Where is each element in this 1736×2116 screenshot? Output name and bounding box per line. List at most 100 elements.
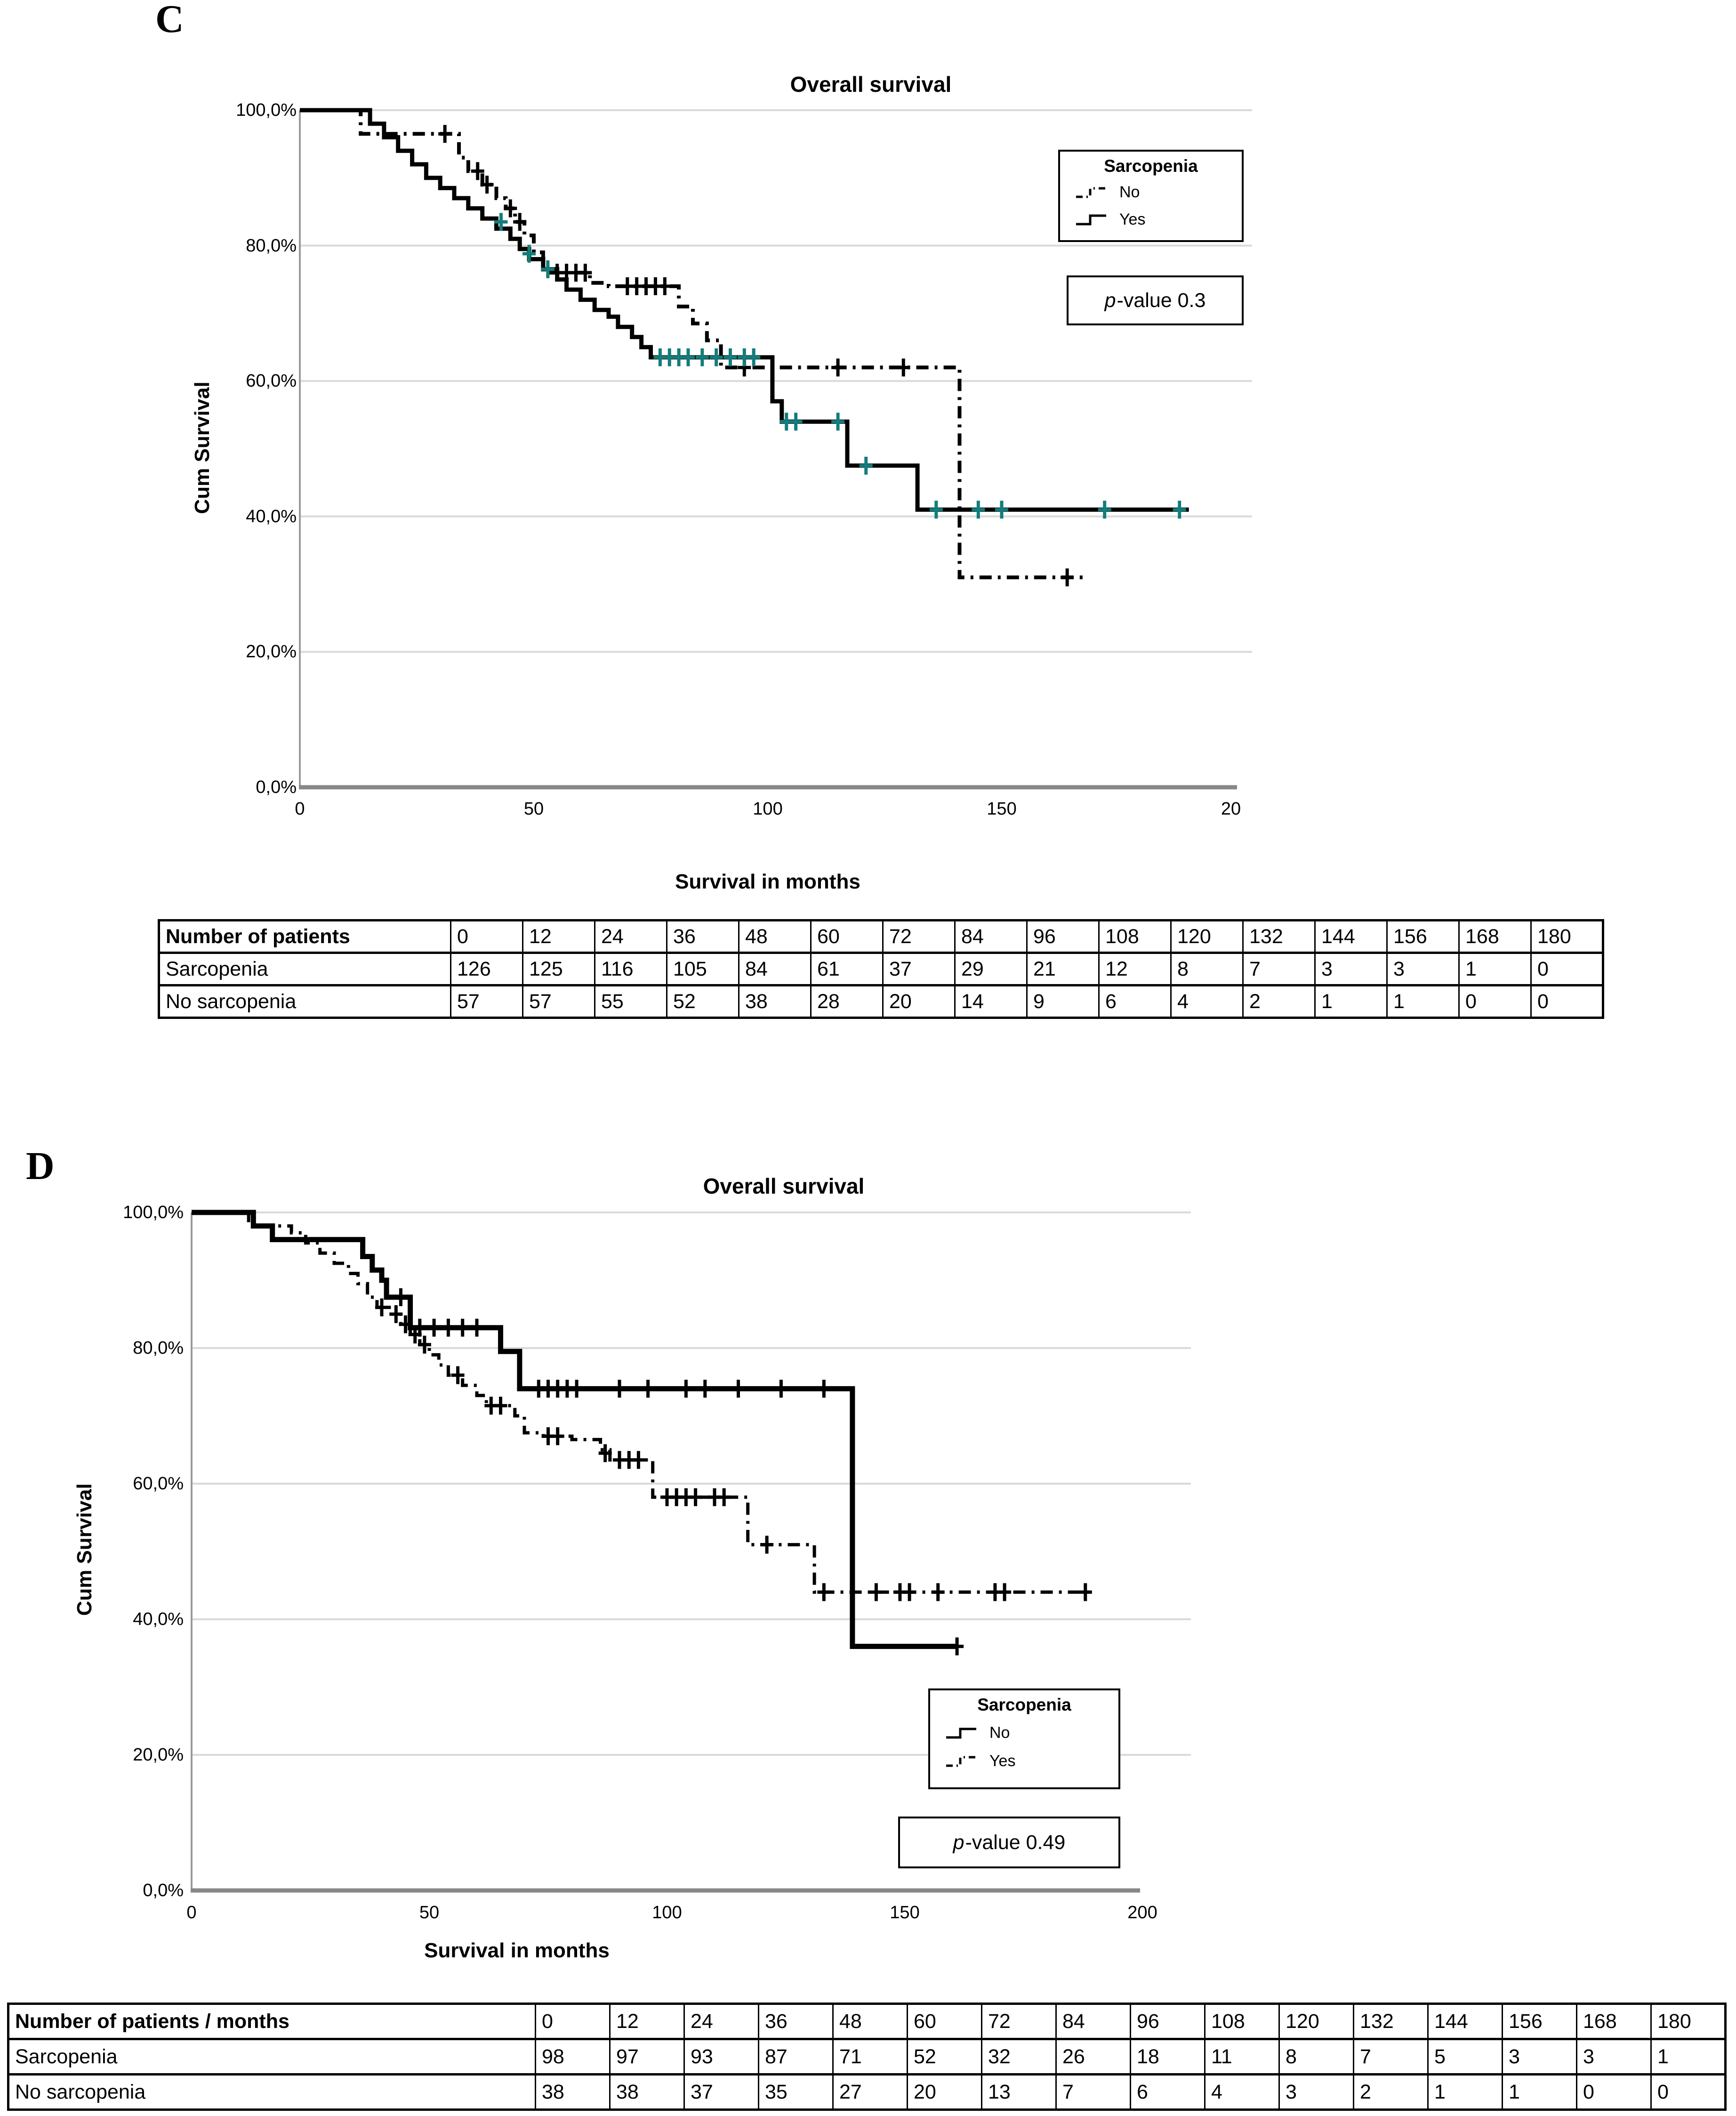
risk-table-month: 132 xyxy=(1353,2003,1429,2040)
y-axis-label-c: Cum Survival xyxy=(191,381,214,514)
x-axis-label-c: Survival in months xyxy=(675,870,860,893)
risk-table-header-label: Number of patients / months xyxy=(8,2003,536,2040)
legend-line-sample-yes-icon xyxy=(1076,214,1106,226)
legend-title-d: Sarcopenia xyxy=(977,1695,1071,1714)
risk-table-month: 12 xyxy=(609,2003,685,2040)
censor-mark xyxy=(658,277,672,295)
risk-table-header-row: Number of patients / months 0 12 24 36 48 60 72… xyxy=(8,2003,1726,2040)
risk-table-value: 6 xyxy=(1098,984,1172,1019)
risk-table-month: 120 xyxy=(1170,919,1244,954)
risk-table-value: 3 xyxy=(1386,952,1460,986)
risk-table-value: 8 xyxy=(1170,952,1244,986)
censor-mark xyxy=(760,1535,774,1554)
risk-table-value: 38 xyxy=(738,984,812,1019)
risk-table-month: 48 xyxy=(832,2003,908,2040)
risk-table-month: 96 xyxy=(1130,2003,1206,2040)
risk-table-value: 38 xyxy=(535,2073,611,2111)
risk-table-header-row: Number of patients 0 12 24 36 48 60 72 84 96 108 12… xyxy=(158,919,1604,954)
y-tick-label: 0,0% xyxy=(143,1881,184,1900)
censor-mark xyxy=(579,264,592,282)
risk-table-value: 52 xyxy=(666,984,739,1019)
x-axis-label-d: Survival in months xyxy=(424,1939,610,1962)
y-tick-label: 20,0% xyxy=(246,642,297,662)
legend-item-no-c: No xyxy=(1060,182,1242,202)
censor-mark xyxy=(731,1380,745,1398)
risk-table-value: 13 xyxy=(981,2073,1057,2111)
censor-mark xyxy=(418,1335,431,1354)
risk-table-value: 28 xyxy=(810,984,884,1019)
censor-mark xyxy=(494,1397,507,1415)
x-tick-label: 50 xyxy=(419,1903,440,1922)
risk-table-value: 32 xyxy=(981,2038,1057,2076)
risk-table-value: 1 xyxy=(1502,2073,1577,2111)
y-tick-label: 0,0% xyxy=(256,777,297,797)
km-chart-c xyxy=(299,108,1252,790)
legend-item-yes-d: Yes xyxy=(930,1751,1118,1771)
risk-table-row-label: Sarcopenia xyxy=(8,2038,536,2076)
censor-mark xyxy=(1078,1583,1092,1601)
y-tick-label: 100,0% xyxy=(236,100,297,120)
censor-mark xyxy=(972,501,985,519)
risk-table-value: 57 xyxy=(522,984,595,1019)
risk-table-month: 60 xyxy=(907,2003,982,2040)
x-tick-label: 20 xyxy=(1221,799,1241,819)
x-tick-label: 100 xyxy=(753,799,783,819)
y-tick-label: 60,0% xyxy=(133,1474,184,1494)
risk-table-month: 72 xyxy=(882,919,956,954)
legend-item-label: Yes xyxy=(1119,210,1146,228)
survival-curve-yes xyxy=(300,108,1189,512)
risk-table-value: 1 xyxy=(1427,2073,1503,2111)
censor-mark xyxy=(375,1298,388,1316)
risk-table-month: 108 xyxy=(1098,919,1172,954)
risk-table-value: 126 xyxy=(450,952,523,986)
y-tick-label: 60,0% xyxy=(246,371,297,391)
risk-table-month: 156 xyxy=(1502,2003,1577,2040)
risk-table-value: 97 xyxy=(609,2038,685,2076)
risk-table-value: 1 xyxy=(1458,952,1532,986)
risk-table-value: 7 xyxy=(1242,952,1316,986)
risk-table-month: 0 xyxy=(450,919,523,954)
censor-mark xyxy=(817,1583,831,1601)
risk-table-value: 37 xyxy=(683,2073,759,2111)
risk-table-row-label: Sarcopenia xyxy=(158,952,451,986)
risk-table-month: 108 xyxy=(1204,2003,1280,2040)
legend-item-no-d: No xyxy=(930,1722,1118,1743)
risk-table-value: 0 xyxy=(1650,2073,1726,2111)
risk-table-value: 71 xyxy=(832,2038,908,2076)
risk-table-row: Sarcopenia 98 97 93 87 71 52 32 26 18 11 8 7 5 3 3 1 xyxy=(8,2038,1726,2076)
legend-line-sample-no-icon xyxy=(1076,187,1106,198)
p-value-italic: p xyxy=(1104,289,1116,312)
legend-c: Sarcopenia No Yes xyxy=(1058,150,1244,242)
risk-table-month: 84 xyxy=(954,919,1028,954)
censor-mark xyxy=(698,1380,712,1398)
legend-line-sample-yes-icon xyxy=(946,1756,976,1767)
risk-table-value: 2 xyxy=(1353,2073,1429,2111)
risk-table-value: 1 xyxy=(1386,984,1460,1019)
censor-mark xyxy=(613,1380,626,1398)
censor-mark xyxy=(995,501,1008,519)
risk-table-value: 37 xyxy=(882,952,956,986)
risk-table-value: 116 xyxy=(594,952,667,986)
censor-mark xyxy=(931,1583,945,1601)
x-tick-label: 150 xyxy=(890,1903,920,1922)
legend-d: Sarcopenia No Yes xyxy=(928,1688,1120,1789)
censor-mark xyxy=(427,1318,441,1337)
censor-mark xyxy=(641,1380,655,1398)
risk-table-value: 2 xyxy=(1242,984,1316,1019)
censor-mark xyxy=(679,1380,693,1398)
risk-table-value: 27 xyxy=(832,2073,908,2111)
risk-table-value: 8 xyxy=(1278,2038,1354,2076)
risk-table-value: 0 xyxy=(1458,984,1532,1019)
risk-table-header-label: Number of patients xyxy=(158,919,451,954)
censor-mark xyxy=(859,456,873,475)
risk-table-value: 1 xyxy=(1650,2038,1726,2076)
risk-table-month: 156 xyxy=(1386,919,1460,954)
risk-table-value: 29 xyxy=(954,952,1028,986)
y-tick-label: 100,0% xyxy=(123,1203,184,1222)
risk-table-month: 180 xyxy=(1650,2003,1726,2040)
risk-table-value: 98 xyxy=(535,2038,611,2076)
censor-mark xyxy=(480,176,494,194)
risk-table-month: 36 xyxy=(666,919,739,954)
censor-mark xyxy=(494,213,508,231)
censor-mark xyxy=(897,358,910,377)
